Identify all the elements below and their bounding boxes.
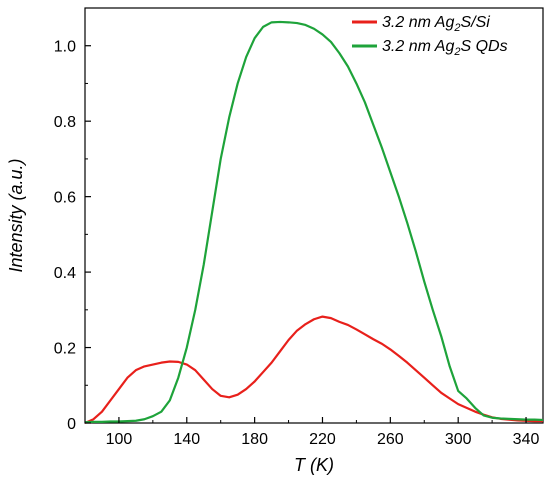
- series-line-ag2s-si: [84, 315, 543, 425]
- y-tick-label: 0.2: [54, 341, 76, 358]
- x-tick-label: 100: [106, 431, 133, 448]
- y-tick-label: 0: [67, 416, 76, 433]
- legend-label-ag2s-si-part1: 3.2 nm Ag: [382, 14, 454, 31]
- legend-label-ag2s-qds-part2: S QDs: [460, 38, 507, 55]
- x-tick-label: 220: [309, 431, 336, 448]
- plot-frame: [84, 7, 544, 424]
- legend-label-ag2s-si-subscript: 2: [453, 22, 460, 34]
- y-axis: 0 0.2 0.4 0.6 0.8 1.0: [54, 39, 91, 433]
- y-axis-title: Intensity (a.u.): [6, 158, 26, 272]
- legend-label-ag2s-qds-part1: 3.2 nm Ag: [382, 38, 454, 55]
- legend-label-ag2s-si: 3.2 nm Ag2S/Si: [382, 14, 490, 34]
- y-tick-label: 0.6: [54, 190, 76, 207]
- x-axis-title: T (K): [294, 455, 334, 475]
- x-tick-label: 180: [241, 431, 268, 448]
- x-tick-label: 260: [377, 431, 404, 448]
- y-tick-label: 1.0: [54, 39, 76, 56]
- y-tick-label: 0.8: [54, 114, 76, 131]
- x-tick-label: 140: [173, 431, 200, 448]
- x-tick-label: 300: [445, 431, 472, 448]
- y-tick-label: 0.4: [54, 265, 76, 282]
- x-tick-label: 340: [513, 431, 540, 448]
- legend-label-ag2s-qds-subscript: 2: [453, 46, 460, 58]
- x-axis: 100 140 180 220 260 300 340: [84, 417, 540, 448]
- series-line-ag2s-qds: [84, 20, 544, 424]
- legend: 3.2 nm Ag2S/Si 3.2 nm Ag2S QDs: [352, 14, 508, 58]
- series-layer: [84, 20, 544, 425]
- legend-label-ag2s-qds: 3.2 nm Ag2S QDs: [382, 38, 508, 58]
- legend-label-ag2s-si-part2: S/Si: [460, 14, 490, 31]
